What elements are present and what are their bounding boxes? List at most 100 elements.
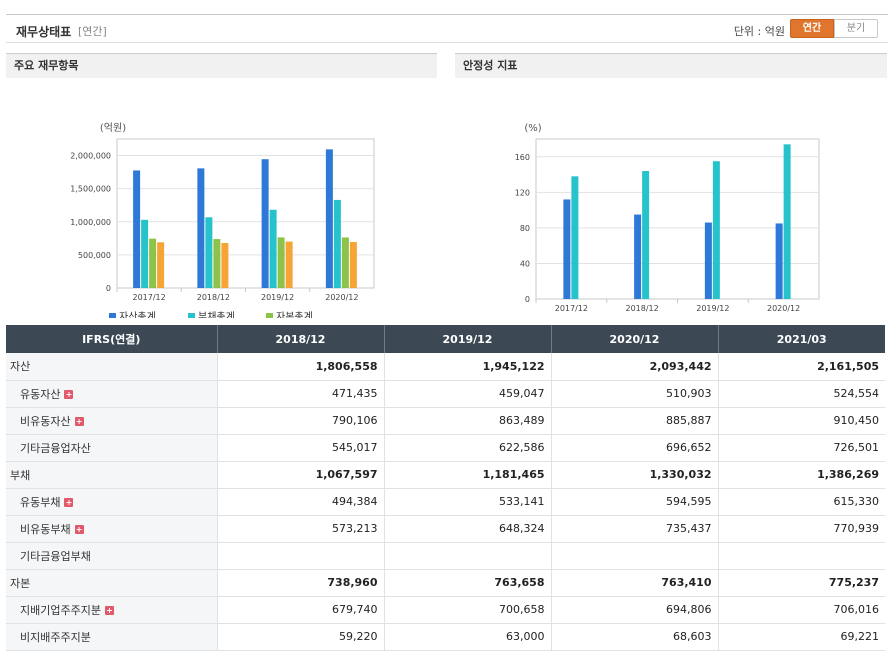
bar	[285, 241, 293, 288]
bar	[571, 176, 579, 299]
value-cell: 1,945,122	[384, 353, 552, 381]
bar	[269, 209, 277, 288]
value-cell: 700,658	[384, 596, 552, 624]
expand-icon[interactable]: +	[64, 389, 74, 399]
value-cell: 790,106	[217, 407, 385, 435]
value-cell	[217, 542, 385, 570]
x-tick-label: 2018/12	[626, 304, 659, 313]
section-title: 재무상태표	[16, 25, 72, 39]
value-cell: 738,960	[217, 569, 385, 597]
legend-label: 부채총계	[198, 311, 235, 318]
value-cell: 694,806	[551, 596, 719, 624]
value-cell: 545,017	[217, 434, 385, 462]
column-header: IFRS(연결)	[6, 325, 218, 353]
legend-label: 자본총계	[276, 311, 313, 318]
bar	[133, 170, 141, 288]
row-label: 비유동자산	[20, 414, 71, 428]
row-label-cell: 유동자산 +	[6, 380, 218, 408]
value-cell: 2,093,442	[551, 353, 719, 381]
value-cell: 648,324	[384, 515, 552, 543]
value-cell: 494,384	[217, 488, 385, 516]
row-label-cell: 비유동자산 +	[6, 407, 218, 435]
table-row: 유동부채 +494,384 533,141 594,595 615,330	[6, 488, 885, 516]
bar	[157, 242, 165, 288]
value-cell	[551, 542, 719, 570]
value-cell: 763,658	[384, 569, 552, 597]
x-tick-label: 2017/12	[555, 304, 588, 313]
value-cell: 706,016	[718, 596, 885, 624]
value-cell	[384, 542, 552, 570]
table-row: 자본 738,960 763,658 763,410 775,237	[6, 569, 885, 597]
value-cell: 1,386,269	[718, 461, 885, 489]
row-label-cell: 기타금융업자산	[6, 434, 218, 462]
bar	[783, 144, 791, 299]
bar	[141, 219, 149, 288]
row-label: 기타금융업자산	[20, 441, 91, 455]
y-tick-label: 1,000,000	[70, 218, 111, 227]
row-label: 자본	[10, 576, 31, 590]
bar	[205, 217, 213, 288]
value-cell: 510,903	[551, 380, 719, 408]
value-cell: 770,939	[718, 515, 885, 543]
value-cell: 63,000	[384, 623, 552, 651]
x-tick-label: 2020/12	[325, 293, 358, 302]
y-tick-label: 1,500,000	[70, 185, 111, 194]
value-cell: 594,595	[551, 488, 719, 516]
value-cell: 910,450	[718, 407, 885, 435]
bar	[221, 242, 229, 288]
value-cell: 471,435	[217, 380, 385, 408]
quarter-toggle-button[interactable]: 분기	[834, 19, 878, 38]
balance-sheet-table: IFRS(연결) 2018/12 2019/12 2020/12 2021/03…	[6, 325, 885, 651]
value-cell: 696,652	[551, 434, 719, 462]
value-cell: 533,141	[384, 488, 552, 516]
x-tick-label: 2020/12	[767, 304, 800, 313]
column-header: 2020/12	[551, 325, 719, 353]
value-cell	[718, 542, 885, 570]
legend-swatch	[188, 313, 195, 320]
value-cell: 622,586	[384, 434, 552, 462]
expand-icon[interactable]: +	[64, 497, 74, 507]
table-header-row: IFRS(연결) 2018/12 2019/12 2020/12 2021/03	[6, 325, 885, 353]
panel-title: 주요 재무항목	[6, 53, 437, 78]
row-label-cell: 부채	[6, 461, 218, 489]
bar	[712, 161, 720, 299]
table-row: 기타금융업자산 545,017 622,586 696,652 726,501	[6, 434, 885, 462]
stability-chart: (%) 0 40 80 120 160 2017/12 2018/12 2019/12 2020/…	[515, 123, 820, 336]
table-row: 부채 1,067,597 1,181,465 1,330,032 1,386,269	[6, 461, 885, 489]
value-cell: 775,237	[718, 569, 885, 597]
expand-icon[interactable]: +	[74, 524, 84, 534]
value-cell: 735,437	[551, 515, 719, 543]
column-header: 2018/12	[217, 325, 385, 353]
bar	[642, 171, 650, 299]
table-row: 비유동자산 +790,106 863,489 885,887 910,450	[6, 407, 885, 435]
table-row: 유동자산 +471,435 459,047 510,903 524,554	[6, 380, 885, 408]
value-cell: 59,220	[217, 623, 385, 651]
value-cell: 1,181,465	[384, 461, 552, 489]
y-axis-unit: (억원)	[100, 122, 126, 134]
value-cell: 726,501	[718, 434, 885, 462]
y-axis-unit: (%)	[524, 123, 541, 134]
expand-icon[interactable]: +	[74, 416, 84, 426]
bar	[325, 149, 333, 288]
column-header: 2021/03	[718, 325, 885, 353]
column-header: 2019/12	[384, 325, 552, 353]
section-header: 재무상태표 [연간] 단위 : 억원 연간 분기	[6, 14, 888, 43]
bar	[213, 239, 221, 288]
expand-icon[interactable]: +	[104, 605, 114, 615]
y-tick-label: 80	[520, 224, 530, 233]
bar	[349, 241, 357, 288]
legend-swatch	[266, 313, 273, 320]
row-label: 기타금융업부채	[20, 549, 91, 563]
y-tick-label: 0	[525, 295, 530, 304]
bar	[277, 237, 285, 288]
panel-title: 안정성 지표	[455, 53, 887, 78]
row-label: 비지배주주지분	[20, 630, 91, 644]
section-subtitle: [연간]	[78, 25, 107, 38]
x-tick-label: 2018/12	[197, 293, 230, 302]
bar	[261, 159, 269, 288]
annual-toggle-button[interactable]: 연간	[790, 19, 834, 38]
bar	[775, 223, 783, 299]
value-cell: 68,603	[551, 623, 719, 651]
y-tick-label: 500,000	[78, 251, 111, 260]
row-label-cell: 비유동부채 +	[6, 515, 218, 543]
